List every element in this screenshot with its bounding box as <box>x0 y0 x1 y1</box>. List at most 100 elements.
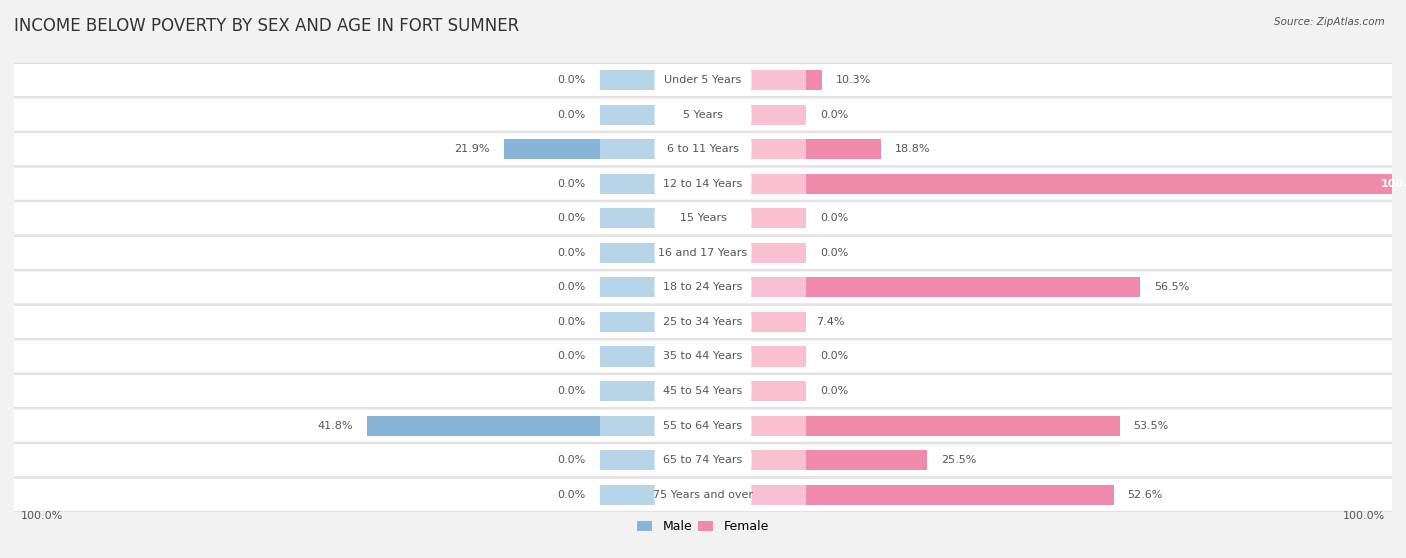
Bar <box>751 312 807 332</box>
Bar <box>751 104 807 124</box>
Bar <box>599 381 655 401</box>
Text: 21.9%: 21.9% <box>454 144 491 154</box>
Bar <box>751 174 807 194</box>
Text: 16 and 17 Years: 16 and 17 Years <box>658 248 748 258</box>
Text: 25 to 34 Years: 25 to 34 Years <box>664 317 742 327</box>
Text: 10.3%: 10.3% <box>837 75 872 85</box>
FancyBboxPatch shape <box>654 449 752 472</box>
Text: 12 to 14 Years: 12 to 14 Years <box>664 179 742 189</box>
FancyBboxPatch shape <box>654 310 752 334</box>
FancyBboxPatch shape <box>654 137 752 161</box>
Bar <box>599 104 655 124</box>
Text: 0.0%: 0.0% <box>558 317 586 327</box>
Text: 0.0%: 0.0% <box>558 179 586 189</box>
FancyBboxPatch shape <box>7 133 1399 166</box>
Text: INCOME BELOW POVERTY BY SEX AND AGE IN FORT SUMNER: INCOME BELOW POVERTY BY SEX AND AGE IN F… <box>14 17 519 35</box>
Bar <box>751 416 1119 436</box>
Text: 0.0%: 0.0% <box>558 386 586 396</box>
Text: 65 to 74 Years: 65 to 74 Years <box>664 455 742 465</box>
Bar <box>599 450 655 470</box>
FancyBboxPatch shape <box>654 103 752 126</box>
Bar <box>751 381 807 401</box>
Bar <box>751 450 927 470</box>
Text: 0.0%: 0.0% <box>558 109 586 119</box>
Bar <box>751 174 1406 194</box>
Bar <box>599 277 655 297</box>
FancyBboxPatch shape <box>7 444 1399 477</box>
Text: 25.5%: 25.5% <box>941 455 976 465</box>
Text: 52.6%: 52.6% <box>1128 490 1163 500</box>
Text: 0.0%: 0.0% <box>558 213 586 223</box>
FancyBboxPatch shape <box>7 374 1399 408</box>
Bar <box>599 70 655 90</box>
Bar <box>751 277 807 297</box>
Text: 55 to 64 Years: 55 to 64 Years <box>664 421 742 431</box>
Bar <box>751 70 823 90</box>
Text: 0.0%: 0.0% <box>820 352 848 362</box>
Text: 0.0%: 0.0% <box>558 75 586 85</box>
Text: 0.0%: 0.0% <box>558 490 586 500</box>
Bar <box>751 208 807 228</box>
Text: 5 Years: 5 Years <box>683 109 723 119</box>
Bar <box>599 416 655 436</box>
FancyBboxPatch shape <box>7 98 1399 131</box>
FancyBboxPatch shape <box>654 379 752 403</box>
Text: 18.8%: 18.8% <box>894 144 929 154</box>
FancyBboxPatch shape <box>7 167 1399 200</box>
Bar <box>751 139 807 159</box>
Text: 0.0%: 0.0% <box>558 455 586 465</box>
FancyBboxPatch shape <box>654 241 752 264</box>
Text: 53.5%: 53.5% <box>1133 421 1168 431</box>
Text: 0.0%: 0.0% <box>820 213 848 223</box>
Bar <box>367 416 655 436</box>
Text: 18 to 24 Years: 18 to 24 Years <box>664 282 742 292</box>
FancyBboxPatch shape <box>7 236 1399 270</box>
Text: 0.0%: 0.0% <box>820 386 848 396</box>
Text: 45 to 54 Years: 45 to 54 Years <box>664 386 742 396</box>
Bar <box>751 485 1114 505</box>
Text: 100.0%: 100.0% <box>1381 179 1406 189</box>
Text: 41.8%: 41.8% <box>318 421 353 431</box>
FancyBboxPatch shape <box>7 409 1399 442</box>
Text: 0.0%: 0.0% <box>558 352 586 362</box>
FancyBboxPatch shape <box>7 478 1399 511</box>
Bar <box>599 347 655 367</box>
FancyBboxPatch shape <box>654 68 752 92</box>
Text: 0.0%: 0.0% <box>558 282 586 292</box>
Text: 0.0%: 0.0% <box>820 248 848 258</box>
Text: 0.0%: 0.0% <box>558 248 586 258</box>
Text: 15 Years: 15 Years <box>679 213 727 223</box>
FancyBboxPatch shape <box>7 64 1399 97</box>
FancyBboxPatch shape <box>7 340 1399 373</box>
Bar <box>599 312 655 332</box>
Bar <box>599 208 655 228</box>
Bar <box>751 416 807 436</box>
Bar <box>751 139 880 159</box>
FancyBboxPatch shape <box>7 201 1399 235</box>
Text: 6 to 11 Years: 6 to 11 Years <box>666 144 740 154</box>
Bar <box>751 347 807 367</box>
Text: 75 Years and over: 75 Years and over <box>652 490 754 500</box>
Bar <box>503 139 655 159</box>
FancyBboxPatch shape <box>654 345 752 368</box>
Bar <box>599 174 655 194</box>
Bar <box>751 312 803 332</box>
Bar <box>751 70 807 90</box>
FancyBboxPatch shape <box>654 483 752 507</box>
FancyBboxPatch shape <box>7 271 1399 304</box>
FancyBboxPatch shape <box>654 414 752 437</box>
Text: 7.4%: 7.4% <box>815 317 845 327</box>
Legend: Male, Female: Male, Female <box>633 515 773 538</box>
Text: 0.0%: 0.0% <box>820 109 848 119</box>
FancyBboxPatch shape <box>654 276 752 299</box>
Bar <box>751 450 807 470</box>
FancyBboxPatch shape <box>654 172 752 195</box>
Text: 56.5%: 56.5% <box>1154 282 1189 292</box>
Bar <box>599 485 655 505</box>
Text: 100.0%: 100.0% <box>21 511 63 521</box>
Bar <box>751 485 807 505</box>
Bar <box>751 243 807 263</box>
FancyBboxPatch shape <box>654 206 752 230</box>
Text: Under 5 Years: Under 5 Years <box>665 75 741 85</box>
Bar <box>599 139 655 159</box>
